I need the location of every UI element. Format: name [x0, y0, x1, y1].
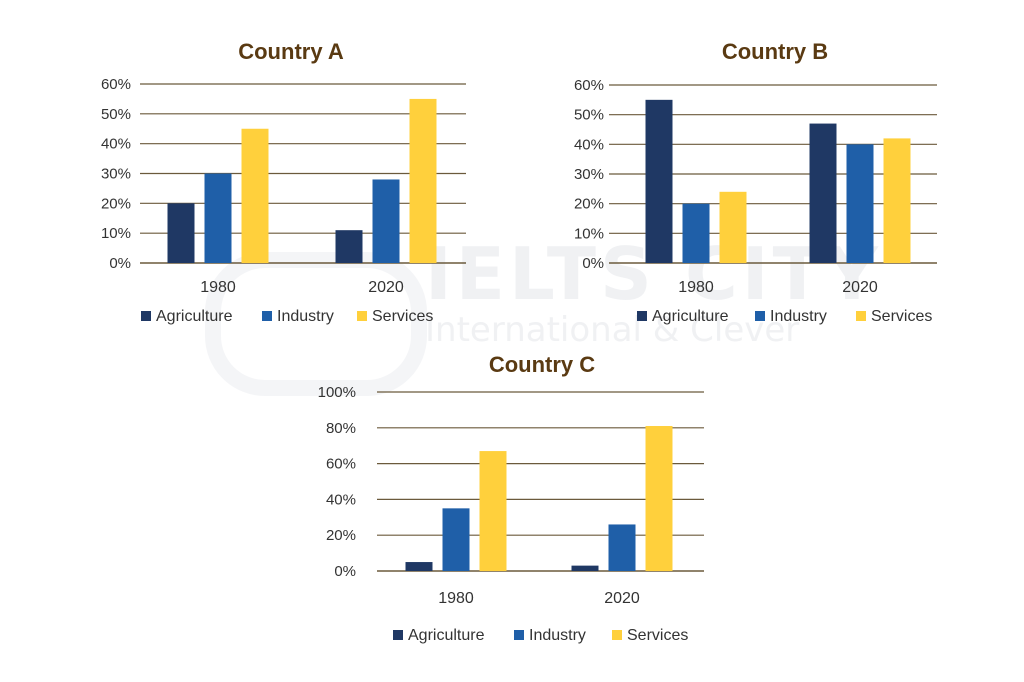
- x-category-label: 1980: [200, 279, 236, 296]
- y-tick-label: 60%: [326, 456, 356, 473]
- y-tick-label: 30%: [574, 166, 604, 183]
- y-tick-label: 10%: [101, 225, 131, 242]
- legend-label-services: Services: [871, 308, 932, 325]
- y-tick-label: 100%: [318, 384, 356, 401]
- bar-industry-1980: [682, 203, 710, 263]
- legend-swatch: [141, 311, 151, 321]
- y-tick-label: 40%: [574, 136, 604, 153]
- bar-services-2020: [883, 138, 911, 263]
- legend-swatch: [357, 311, 367, 321]
- legend-swatch: [393, 630, 403, 640]
- y-tick-label: 0%: [334, 563, 356, 580]
- chart-country-c: Country C 0% 20% 40% 60% 80% 100% 1980 2020 Agric…: [318, 352, 704, 644]
- y-tick-label: 60%: [101, 76, 131, 93]
- bar-services-2020: [645, 426, 673, 571]
- y-tick-label: 60%: [574, 77, 604, 94]
- y-tick-label: 20%: [574, 196, 604, 213]
- bar-agriculture-1980: [645, 99, 673, 263]
- legend-label-industry: Industry: [277, 308, 334, 325]
- bar-agriculture-2020: [809, 123, 837, 263]
- legend-label-services: Services: [372, 308, 433, 325]
- legend-swatch: [514, 630, 524, 640]
- legend-label-agriculture: Agriculture: [156, 308, 233, 325]
- chart-country-b: Country B 0% 10% 20% 30% 40% 50% 60% 1980 2020 Agr…: [574, 39, 937, 325]
- y-tick-label: 50%: [101, 106, 131, 123]
- y-tick-label: 0%: [582, 255, 604, 272]
- x-category-label: 1980: [438, 590, 474, 607]
- y-tick-label: 20%: [101, 195, 131, 212]
- legend-label-agriculture: Agriculture: [408, 627, 485, 644]
- legend-label-agriculture: Agriculture: [652, 308, 729, 325]
- bar-industry-2020: [372, 179, 400, 263]
- legend-swatch: [755, 311, 765, 321]
- bar-agriculture-1980: [405, 562, 433, 571]
- y-tick-label: 10%: [574, 225, 604, 242]
- bar-services-2020: [409, 98, 437, 264]
- y-tick-label: 0%: [109, 255, 131, 272]
- legend-swatch: [262, 311, 272, 321]
- bar-agriculture-2020: [335, 230, 363, 263]
- legend-swatch: [856, 311, 866, 321]
- x-category-label: 2020: [604, 590, 640, 607]
- chart-title: Country C: [489, 352, 595, 377]
- bar-services-1980: [719, 191, 747, 263]
- chart-title: Country A: [238, 39, 344, 64]
- bar-industry-1980: [204, 173, 232, 263]
- legend-swatch: [612, 630, 622, 640]
- legend-swatch: [637, 311, 647, 321]
- y-tick-label: 40%: [101, 136, 131, 153]
- chart-country-a: Country A 0% 10% 20% 30% 40% 50% 60% 1980 2020 Agr…: [101, 39, 466, 325]
- bar-agriculture-1980: [167, 203, 195, 263]
- legend-label-industry: Industry: [770, 308, 827, 325]
- x-category-label: 2020: [368, 279, 404, 296]
- y-tick-label: 30%: [101, 166, 131, 183]
- legend-label-services: Services: [627, 627, 688, 644]
- bar-industry-2020: [846, 144, 874, 263]
- y-tick-label: 50%: [574, 107, 604, 124]
- y-tick-label: 20%: [326, 527, 356, 544]
- bar-services-1980: [479, 451, 507, 571]
- x-category-label: 2020: [842, 279, 878, 296]
- y-tick-label: 40%: [326, 491, 356, 508]
- bar-industry-2020: [608, 524, 636, 571]
- legend-label-industry: Industry: [529, 627, 586, 644]
- y-tick-label: 80%: [326, 420, 356, 437]
- bar-industry-1980: [442, 508, 470, 571]
- bar-services-1980: [241, 128, 269, 263]
- bar-agriculture-2020: [571, 565, 599, 571]
- x-category-label: 1980: [678, 279, 714, 296]
- chart-title: Country B: [722, 39, 828, 64]
